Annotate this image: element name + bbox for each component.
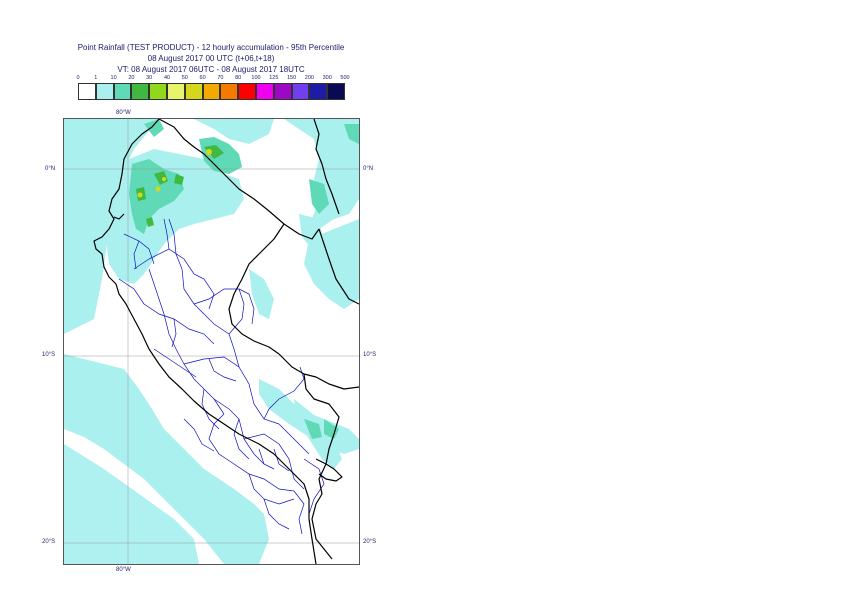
rainfall-map bbox=[63, 118, 360, 565]
latitude-label-left-0: 0°N bbox=[45, 166, 56, 172]
legend-swatch bbox=[238, 83, 256, 100]
legend-label: 30 bbox=[146, 75, 153, 81]
legend-label: 1 bbox=[94, 75, 98, 81]
national-borders bbox=[93, 119, 359, 564]
legend-swatch bbox=[131, 83, 150, 100]
longitude-label-bottom: 80°W bbox=[116, 567, 131, 573]
legend-label: 500 bbox=[340, 75, 350, 81]
map-canvas bbox=[64, 119, 359, 564]
legend-label: 50 bbox=[181, 75, 188, 81]
rain-area-moderate bbox=[129, 119, 359, 439]
regional-borders bbox=[118, 218, 325, 535]
legend-swatch bbox=[95, 83, 114, 100]
legend-swatch bbox=[202, 83, 221, 100]
longitude-label-top: 80°W bbox=[116, 110, 131, 116]
legend-swatch bbox=[78, 83, 96, 100]
latitude-label-left-20: 20°S bbox=[42, 539, 56, 545]
legend-label: 20 bbox=[128, 75, 135, 81]
map-title: Point Rainfall (TEST PRODUCT) - 12 hourl… bbox=[77, 43, 345, 52]
legend-label: 125 bbox=[269, 75, 279, 81]
legend-swatch bbox=[113, 83, 132, 100]
legend-swatch bbox=[149, 83, 167, 100]
latitude-label-right-10: 10°S bbox=[363, 352, 377, 358]
graticule bbox=[64, 119, 359, 564]
legend-swatch bbox=[220, 83, 239, 100]
validity-time-label: VT: 08 August 2017 06UTC - 08 August 201… bbox=[117, 65, 305, 74]
legend-label: 0 bbox=[76, 75, 80, 81]
legend-label: 60 bbox=[199, 75, 206, 81]
legend-label: 40 bbox=[163, 75, 171, 81]
legend-swatch bbox=[309, 83, 328, 100]
latitude-label-right-20: 20°S bbox=[363, 539, 377, 545]
legend-label: 80 bbox=[235, 75, 242, 81]
rain-area-heavy bbox=[136, 145, 224, 227]
legend-swatch bbox=[291, 83, 310, 100]
legend-label: 70 bbox=[217, 75, 224, 81]
legend-label: 10 bbox=[110, 75, 117, 81]
latitude-label-left-10: 10°S bbox=[42, 352, 56, 358]
legend-swatch bbox=[273, 83, 292, 100]
legend-swatch bbox=[167, 83, 185, 100]
legend-swatch bbox=[184, 83, 203, 100]
legend-swatch bbox=[327, 83, 345, 100]
legend-swatch bbox=[256, 83, 274, 100]
legend-label: 200 bbox=[304, 75, 314, 81]
legend-label: 150 bbox=[287, 75, 297, 81]
latitude-label-right-0: 0°N bbox=[363, 166, 374, 172]
legend-label: 300 bbox=[322, 75, 332, 81]
legend-label: 100 bbox=[251, 75, 261, 81]
run-time-label: 08 August 2017 00 UTC (t+06,t+18) bbox=[147, 54, 275, 63]
rain-area-peak bbox=[137, 149, 212, 198]
